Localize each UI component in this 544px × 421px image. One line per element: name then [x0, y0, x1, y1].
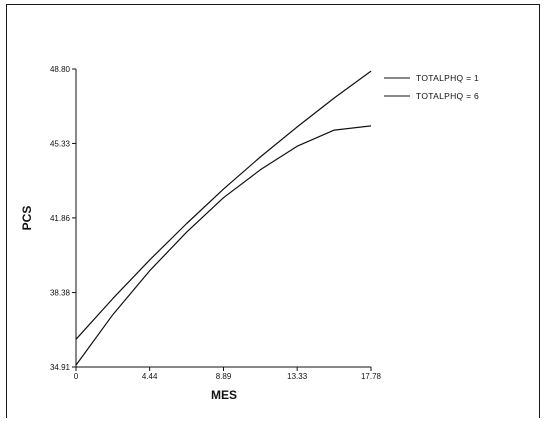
legend-label-totalphq-6: TOTALPHQ = 6 [416, 91, 479, 101]
x-axis-ticks: 0 4.44 8.89 13.33 17.78 [74, 367, 382, 381]
series-line-totalphq-1 [75, 70, 372, 340]
y-axis-ticks: 34.91 38.38 41.86 45.33 48.80 [50, 65, 76, 372]
y-tick-label: 41.86 [50, 214, 71, 223]
y-tick-label: 48.80 [50, 65, 71, 74]
x-axis-title: MES [211, 388, 237, 402]
y-tick-label: 45.33 [50, 139, 71, 148]
y-tick-label: 34.91 [50, 363, 71, 372]
legend-label-totalphq-1: TOTALPHQ = 1 [416, 73, 479, 83]
x-tick-label: 17.78 [361, 372, 382, 381]
x-tick-label: 4.44 [142, 372, 158, 381]
y-tick-label: 38.38 [50, 289, 71, 298]
x-tick-label: 8.89 [216, 372, 232, 381]
x-tick-label: 13.33 [287, 372, 308, 381]
series-lines [75, 70, 372, 366]
x-tick-label: 0 [74, 372, 79, 381]
chart-frame [6, 4, 540, 418]
legend: TOTALPHQ = 1 TOTALPHQ = 6 [384, 73, 479, 101]
series-line-totalphq-6 [75, 125, 372, 366]
y-axis-title: PCS [20, 206, 34, 231]
